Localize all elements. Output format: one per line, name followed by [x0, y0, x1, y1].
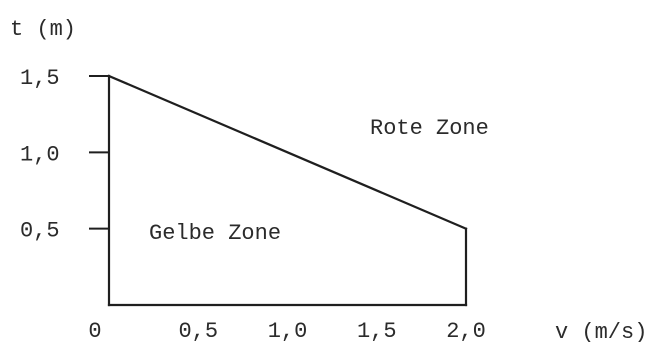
x-axis-label: v (m/s)	[555, 320, 647, 342]
y-tick-label: 1,5	[20, 66, 60, 91]
y-tick-label: 0,5	[20, 219, 60, 244]
upper-zone-label: Rote Zone	[370, 116, 489, 141]
lower-zone-label: Gelbe Zone	[149, 221, 281, 246]
x-tick-label: 0	[88, 319, 101, 342]
zone-boundary-line	[107, 74, 468, 231]
x-tick-label: 2,0	[446, 319, 486, 342]
x-tick-label: 1,0	[268, 319, 308, 342]
y-tick-label: 1,0	[20, 142, 60, 167]
y-axis-label: t (m)	[10, 17, 76, 42]
x-tick-label: 0,5	[178, 319, 218, 342]
x-tick-label: 1,5	[357, 319, 397, 342]
x-ticks: 0 0,5 1,0 1,5 2,0	[88, 319, 485, 342]
y-ticks: 1,5 1,0 0,5	[20, 66, 109, 244]
